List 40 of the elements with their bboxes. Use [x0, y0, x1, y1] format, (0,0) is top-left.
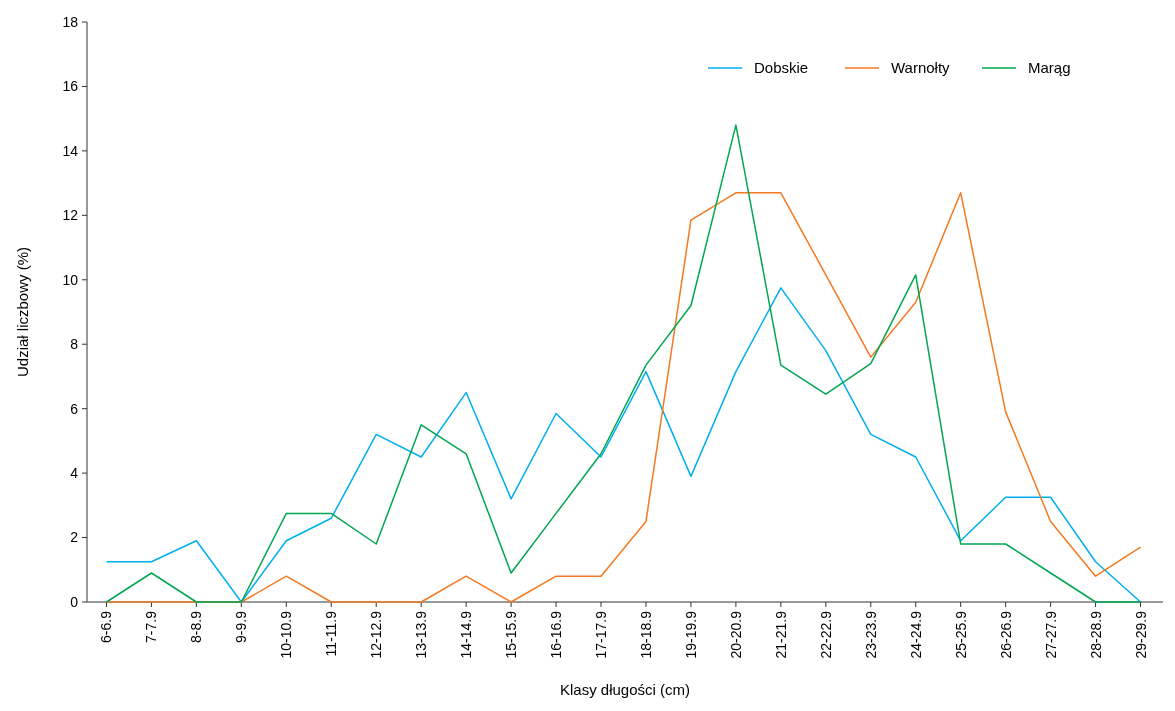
x-tick-label: 19-19.9	[682, 610, 699, 659]
x-tick-label: 20-20.9	[727, 610, 744, 659]
y-tick-label: 6	[70, 400, 79, 417]
x-tick-label: 22-22.9	[817, 610, 834, 659]
x-tick-label: 13-13.9	[413, 610, 430, 659]
x-tick-label: 12-12.9	[368, 610, 385, 659]
x-tick-label: 24-24.9	[907, 610, 924, 659]
x-tick-label: 15-15.9	[503, 610, 520, 659]
x-tick-label: 26-26.9	[997, 610, 1014, 659]
x-tick-label: 7-7.9	[143, 610, 160, 643]
y-axis-title: Udział liczbowy (%)	[14, 246, 31, 378]
x-tick-label: 17-17.9	[593, 610, 610, 659]
y-tick-label: 14	[62, 142, 79, 159]
x-tick-label: 18-18.9	[637, 610, 654, 659]
x-tick-label: 10-10.9	[278, 610, 295, 659]
y-tick-label: 4	[70, 465, 79, 482]
x-tick-label: 29-29.9	[1132, 610, 1149, 659]
x-tick-label: 28-28.9	[1087, 610, 1104, 659]
legend-label: Dobskie	[754, 59, 809, 77]
line-series	[105, 287, 1142, 603]
x-tick-label: 27-27.9	[1042, 610, 1059, 659]
x-tick-label: 9-9.9	[233, 610, 250, 643]
y-tick-label: 16	[62, 78, 79, 95]
y-tick-label: 12	[62, 207, 79, 224]
x-tick-label: 25-25.9	[952, 610, 969, 659]
y-tick-label: 8	[70, 336, 79, 353]
y-tick-label: 0	[70, 593, 79, 610]
x-tick-label: 11-11.9	[323, 610, 340, 657]
legend-label: Marąg	[1028, 59, 1071, 77]
x-axis-title: Klasy długości (cm)	[559, 681, 691, 698]
x-tick-label: 6-6.9	[98, 610, 115, 643]
x-tick-label: 21-21.9	[772, 610, 789, 659]
y-tick-label: 18	[62, 13, 79, 30]
x-tick-label: 23-23.9	[862, 610, 879, 659]
x-tick-label: 8-8.9	[188, 610, 205, 643]
x-tick-label: 14-14.9	[458, 610, 475, 659]
y-tick-label: 2	[70, 529, 79, 546]
legend-label: Warnołty	[891, 59, 951, 77]
y-tick-label: 10	[62, 271, 79, 288]
x-tick-label: 16-16.9	[548, 610, 565, 659]
